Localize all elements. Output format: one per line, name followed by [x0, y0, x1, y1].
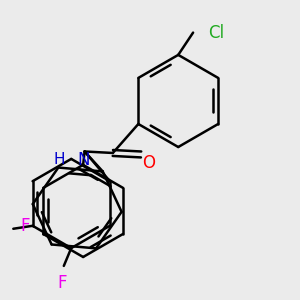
Text: Cl: Cl [208, 24, 224, 42]
Text: F: F [58, 274, 67, 292]
Text: O: O [142, 154, 156, 172]
Text: H: H [54, 152, 65, 167]
Text: N: N [77, 151, 90, 169]
Text: F: F [20, 217, 30, 235]
